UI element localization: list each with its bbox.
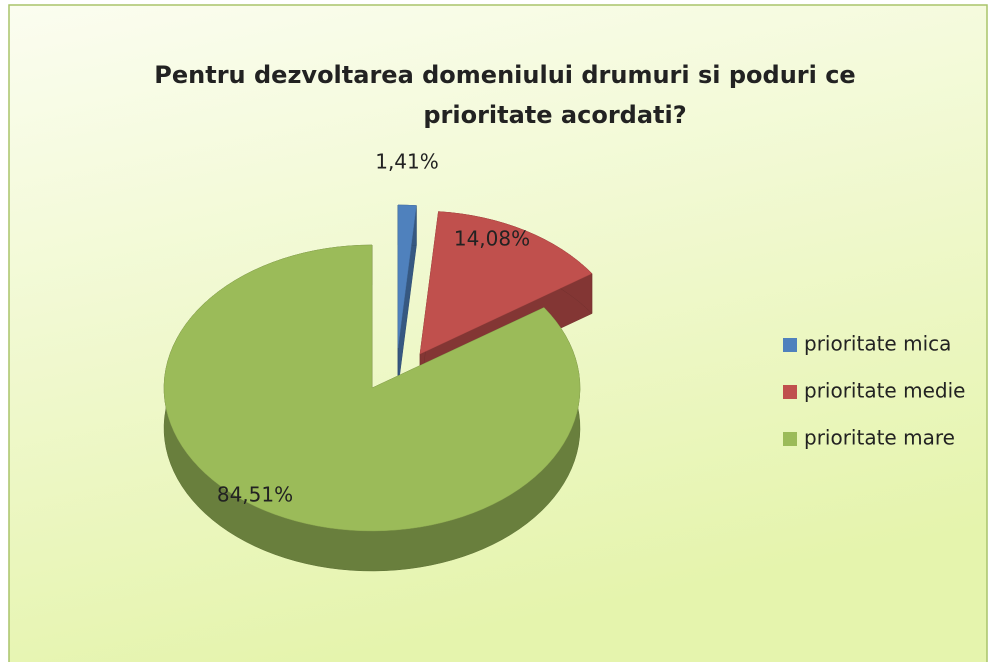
data-label: 14,08% (454, 227, 530, 251)
chart-title: prioritate acordati? (423, 101, 686, 129)
slice (419, 211, 593, 355)
legend-label: prioritate medie (804, 379, 965, 403)
legend-label: prioritate mica (804, 332, 951, 356)
slice (163, 244, 581, 532)
labels: 1,41% 14,08% 84,51% (217, 150, 530, 507)
legend-label: prioritate mare (804, 426, 955, 450)
data-label: 1,41% (375, 150, 439, 174)
legend-swatch (783, 338, 797, 352)
slice (397, 204, 417, 349)
pie-tops (163, 204, 593, 532)
data-label: 84,51% (217, 483, 293, 507)
chart-title: Pentru dezvoltarea domeniului drumuri si… (154, 61, 855, 89)
legend-swatch (783, 385, 797, 399)
legend-swatch (783, 432, 797, 446)
legend: prioritate mica prioritate medie prioritat… (783, 332, 965, 450)
